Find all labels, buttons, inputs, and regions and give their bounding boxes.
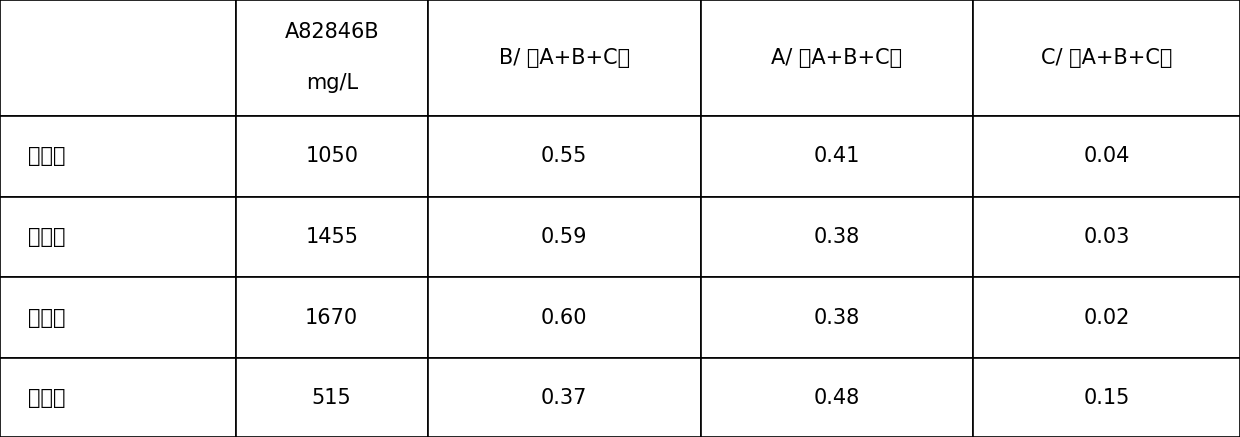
Bar <box>973 197 1240 277</box>
Text: 0.55: 0.55 <box>541 146 588 166</box>
Bar <box>973 358 1240 437</box>
Text: B/ （A+B+C）: B/ （A+B+C） <box>498 48 630 68</box>
Bar <box>236 277 428 358</box>
Bar <box>0 0 236 116</box>
Bar <box>973 0 1240 116</box>
Bar <box>428 197 701 277</box>
Text: 0.15: 0.15 <box>1084 388 1130 408</box>
Bar <box>428 116 701 197</box>
Bar <box>428 277 701 358</box>
Text: 0.04: 0.04 <box>1084 146 1130 166</box>
Bar <box>428 358 701 437</box>
Text: 0.38: 0.38 <box>813 308 861 328</box>
Text: A/ （A+B+C）: A/ （A+B+C） <box>771 48 903 68</box>
Bar <box>701 0 973 116</box>
Bar <box>428 0 701 116</box>
Bar <box>701 197 973 277</box>
Text: 0.38: 0.38 <box>813 227 861 247</box>
Bar <box>0 116 236 197</box>
Text: 1670: 1670 <box>305 308 358 328</box>
Text: A82846B: A82846B <box>284 22 379 42</box>
Text: 0.37: 0.37 <box>541 388 588 408</box>
Text: 515: 515 <box>311 388 352 408</box>
Bar <box>973 116 1240 197</box>
Bar <box>0 277 236 358</box>
Bar <box>701 358 973 437</box>
Text: C/ （A+B+C）: C/ （A+B+C） <box>1042 48 1172 68</box>
Text: 0.60: 0.60 <box>541 308 588 328</box>
Text: 0.03: 0.03 <box>1084 227 1130 247</box>
Bar <box>236 197 428 277</box>
Bar <box>236 0 428 116</box>
Text: 0.41: 0.41 <box>813 146 861 166</box>
Bar <box>0 358 236 437</box>
Bar <box>236 358 428 437</box>
Bar <box>973 277 1240 358</box>
Text: 0.48: 0.48 <box>813 388 861 408</box>
Text: 0.59: 0.59 <box>541 227 588 247</box>
Bar <box>701 277 973 358</box>
Text: 1455: 1455 <box>305 227 358 247</box>
Text: 第一组: 第一组 <box>29 146 66 166</box>
Text: 第三组: 第三组 <box>29 308 66 328</box>
Text: 1050: 1050 <box>305 146 358 166</box>
Text: 第四组: 第四组 <box>29 388 66 408</box>
Text: 第二组: 第二组 <box>29 227 66 247</box>
Bar <box>701 116 973 197</box>
Bar <box>0 197 236 277</box>
Text: mg/L: mg/L <box>305 73 358 94</box>
Bar <box>236 116 428 197</box>
Text: 0.02: 0.02 <box>1084 308 1130 328</box>
